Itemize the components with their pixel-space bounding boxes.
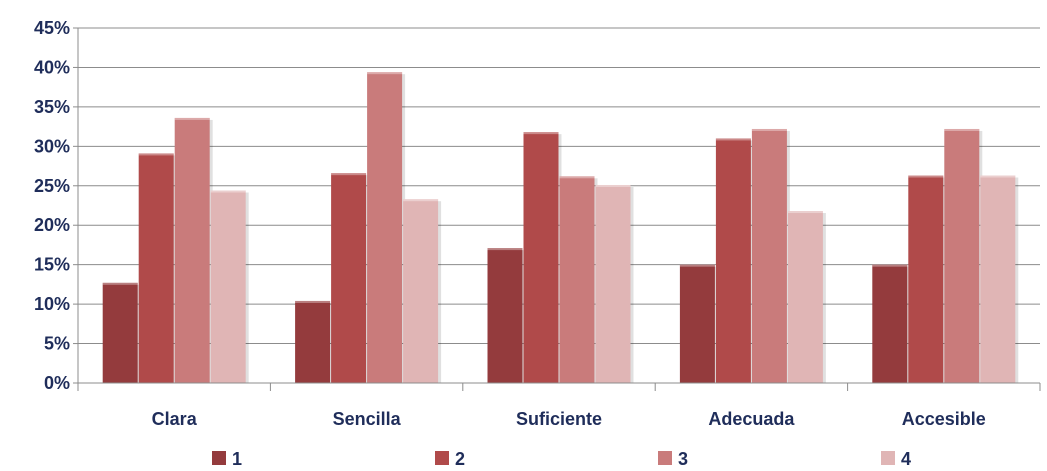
legend-swatch-1: [212, 451, 226, 465]
y-tick-label: 30%: [34, 136, 70, 156]
legend-label-2: 2: [455, 449, 465, 469]
legend-label-1: 1: [232, 449, 242, 469]
y-tick-label: 10%: [34, 294, 70, 314]
bar-highlight: [174, 117, 210, 120]
bar-4-accesible: [980, 175, 1016, 383]
legend-swatch-3: [658, 451, 672, 465]
bar-highlight: [787, 211, 823, 214]
bar-4-clara: [210, 190, 246, 383]
legend-swatch-4: [881, 451, 895, 465]
y-tick-label: 5%: [44, 334, 70, 354]
bar-highlight: [102, 282, 138, 285]
bar-highlight: [980, 175, 1016, 178]
y-tick-label: 20%: [34, 215, 70, 235]
bar-1-accesible: [872, 264, 908, 383]
x-tick-label: Clara: [152, 409, 198, 429]
y-tick-label: 15%: [34, 255, 70, 275]
bar-highlight: [679, 264, 715, 267]
bar-4-suficiente: [595, 184, 631, 383]
legend-swatch-2: [435, 451, 449, 465]
bar-highlight: [403, 199, 439, 202]
bar-highlight: [715, 138, 751, 141]
bar-3-suficiente: [559, 176, 595, 383]
bar-2-adecuada: [715, 138, 751, 383]
x-tick-label: Accesible: [902, 409, 986, 429]
bar-1-suficiente: [487, 248, 523, 383]
bar-3-adecuada: [751, 128, 787, 383]
bar-2-sencilla: [331, 173, 367, 383]
bar-highlight: [559, 176, 595, 179]
bar-1-adecuada: [679, 264, 715, 383]
x-tick-label: Adecuada: [708, 409, 795, 429]
bar-highlight: [138, 153, 174, 156]
y-tick-label: 0%: [44, 373, 70, 393]
y-tick-label: 25%: [34, 176, 70, 196]
bar-highlight: [331, 173, 367, 176]
bar-4-adecuada: [787, 211, 823, 383]
legend-label-3: 3: [678, 449, 688, 469]
y-tick-label: 40%: [34, 57, 70, 77]
legend: 1 2 3 4: [212, 449, 911, 469]
bar-1-clara: [102, 282, 138, 383]
bar-highlight: [367, 72, 403, 75]
x-axis: Clara Sencilla Suficiente Adecuada Accesible: [77, 382, 1041, 429]
bar-highlight: [210, 190, 246, 193]
bar-1-sencilla: [295, 300, 331, 383]
bar-highlight: [872, 264, 908, 267]
bar-3-sencilla: [367, 72, 403, 383]
bar-highlight: [523, 132, 559, 135]
bar-highlight: [944, 128, 980, 131]
bar-2-accesible: [908, 175, 944, 383]
bar-highlight: [295, 300, 331, 303]
bar-4-sencilla: [403, 199, 439, 383]
bars: [102, 72, 1019, 383]
bar-highlight: [751, 128, 787, 131]
bar-3-clara: [174, 117, 210, 383]
y-tick-label: 45%: [34, 18, 70, 38]
x-tick-label: Sencilla: [333, 409, 402, 429]
legend-label-4: 4: [901, 449, 911, 469]
bar-highlight: [595, 184, 631, 187]
bar-highlight: [487, 248, 523, 251]
bar-3-accesible: [944, 128, 980, 383]
bar-2-suficiente: [523, 132, 559, 383]
bar-2-clara: [138, 153, 174, 383]
x-tick-label: Suficiente: [516, 409, 602, 429]
y-axis: 0% 5% 10% 15% 20% 25% 30% 35% 40% 45%: [34, 18, 79, 393]
bar-highlight: [908, 175, 944, 178]
y-tick-label: 35%: [34, 97, 70, 117]
